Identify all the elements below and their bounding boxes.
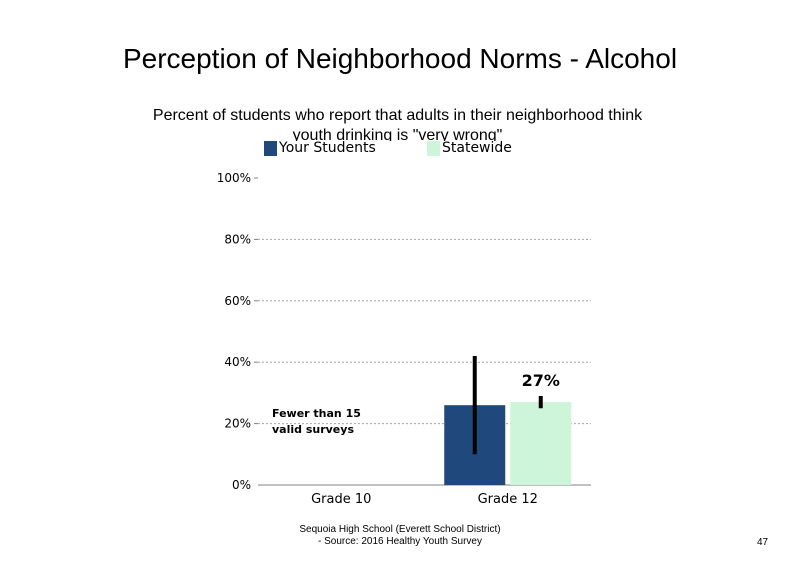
y-tick-label: 40%	[224, 355, 251, 369]
x-tick-label: Grade 10	[311, 492, 371, 507]
footer: Sequoia High School (Everett School Dist…	[250, 524, 550, 548]
chart-subtitle: Percent of students who report that adul…	[152, 107, 643, 141]
legend-swatch-your-students	[264, 140, 277, 156]
legend-label-statewide: Statewide	[442, 140, 512, 156]
data-label: 27%	[522, 371, 560, 390]
legend-label-your-students: Your Students	[279, 140, 376, 156]
annotation-line: Fewer than 15	[272, 407, 361, 420]
y-tick-label: 0%	[232, 478, 251, 492]
y-tick-label: 20%	[224, 417, 251, 431]
footer-source: - Source: 2016 Healthy Youth Survey	[318, 536, 482, 547]
legend-item-your-students: Your Students	[264, 140, 376, 156]
legend-swatch-statewide	[427, 140, 440, 156]
y-tick-label: 100%	[217, 171, 251, 185]
annotation-line: valid surveys	[272, 423, 354, 436]
legend-item-statewide: Statewide	[427, 140, 512, 156]
bar	[510, 402, 572, 485]
y-tick-label: 60%	[224, 294, 251, 308]
chart-title: Perception of Neighborhood Norms - Alcoh…	[122, 43, 678, 74]
y-tick-label: 80%	[224, 232, 251, 246]
page-number: 47	[757, 537, 769, 548]
x-tick-label: Grade 12	[478, 492, 538, 507]
no-data-annotation: Fewer than 15 valid surveys	[272, 407, 361, 436]
footer-school: Sequoia High School (Everett School Dist…	[299, 524, 501, 535]
